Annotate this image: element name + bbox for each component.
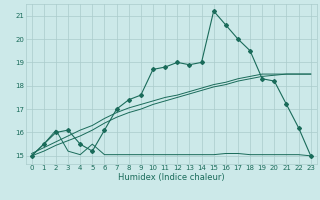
X-axis label: Humidex (Indice chaleur): Humidex (Indice chaleur) xyxy=(118,173,225,182)
